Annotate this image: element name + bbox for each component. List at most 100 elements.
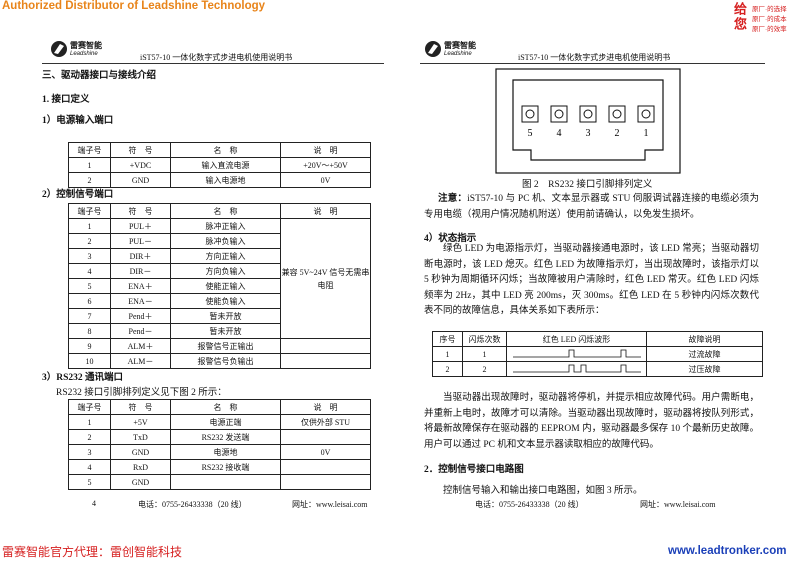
table-cell: RS232 发送端 — [170, 429, 281, 445]
table-cell — [280, 459, 371, 475]
logo-cn: 雷赛智能 — [70, 41, 102, 50]
blink-waveform — [512, 364, 641, 373]
footer-phone: 电话：0755-26433338（20 线） — [138, 500, 247, 509]
table-cell: ALM－ — [110, 353, 171, 369]
footer-web: 网址：www.leisai.com — [640, 500, 716, 509]
table-cell: 2 — [432, 361, 463, 377]
slogan-line: 原厂·的效率 — [752, 26, 787, 33]
table-cell — [280, 338, 371, 354]
table-cell: 1 — [68, 414, 111, 430]
subsection-title: 4）状态指示 — [424, 234, 477, 244]
table-cell: 报警信号正输出 — [170, 338, 281, 354]
page-number: 4 — [92, 499, 96, 508]
table-header-row: 序号 闪烁次数 红色 LED 闪烁波形 故障说明 — [432, 331, 763, 347]
table-cell: 10 — [68, 353, 111, 369]
logo-icon — [425, 41, 441, 57]
table-cell: GND — [110, 444, 171, 460]
table-cell: GND — [110, 474, 171, 490]
table-cell: 3 — [68, 444, 111, 460]
table-cell: 报警信号负输出 — [170, 353, 281, 369]
site-link[interactable]: www.leadtronker.com — [668, 545, 787, 557]
pin — [554, 109, 564, 119]
pin — [583, 109, 593, 119]
body-text: 绿色 LED 为电源指示灯，当驱动器接通电源时，该 LED 常亮；当驱动器切断电… — [424, 244, 759, 317]
slogan-line: 原厂·的成本 — [752, 16, 787, 23]
table-row: 3 DIR＋ 方向正输入 — [68, 248, 371, 264]
table-cell: 电源正端 — [170, 414, 281, 430]
table-cell: 5 — [68, 474, 111, 490]
table: 端子号符 号名 称说 明 1 PUL＋ 脉冲正输入 兼容 5V~24V 信号无需串电阻 2… — [68, 203, 371, 369]
body-text: 控制信号输入和输出接口电路图，如图 3 所示。 — [443, 486, 643, 496]
table-cell: 暂未开放 — [170, 323, 281, 339]
table-header-cell: 符 号 — [110, 142, 171, 158]
table-cell: 暂未开放 — [170, 308, 281, 324]
pin-label: 5 — [528, 128, 533, 139]
footer-phone: 电话：0755-26433338（20 线） — [475, 500, 584, 509]
table-cell: 过流故障 — [646, 346, 763, 362]
table-cell: 5 — [68, 278, 111, 294]
table-cell: 过压故障 — [646, 361, 763, 377]
body-text: RS232 接口引脚排列定义见下图 2 所示： — [56, 388, 227, 398]
table-header-cell: 序号 — [432, 331, 463, 347]
agent-text: 雷赛智能官方代理：雷创智能科技 — [2, 545, 183, 559]
table-cell: 2 — [68, 172, 111, 188]
table-cell: +5V — [110, 414, 171, 430]
table-header-cell: 端子号 — [68, 203, 111, 219]
subsection-title: 1. 接口定义 — [42, 95, 90, 105]
table-row: 1 1 过流故障 — [432, 346, 763, 362]
table-cell: 兼容 5V~24V 信号无需串电阻 — [280, 218, 371, 339]
table-cell: +VDC — [110, 157, 171, 173]
table: 序号 闪烁次数 红色 LED 闪烁波形 故障说明 1 1 过流故障 2 2 过压故障 — [432, 331, 763, 377]
pin — [641, 109, 651, 119]
table-header-cell: 说 明 — [280, 142, 371, 158]
table-cell: Pend－ — [110, 323, 171, 339]
table-header-cell: 端子号 — [68, 142, 111, 158]
table-row: 3 GND 电源地 0V — [68, 444, 371, 460]
table-row: 2 TxD RS232 发送端 — [68, 429, 371, 445]
pin — [525, 109, 535, 119]
note: 注意：iST57-10 与 PC 机、文本显示器或 STU 伺服调试器连接的电缆… — [424, 192, 759, 223]
table-cell: TxD — [110, 429, 171, 445]
pin-socket — [550, 105, 568, 123]
table-row: 1 +5V 电源正端 仅供外部 STU — [68, 414, 371, 430]
page-header: iST57-10 一体化数字式步进电机使用说明书 — [140, 53, 293, 62]
table-cell: 1 — [432, 346, 463, 362]
figure-caption: 图 2 RS232 接口引脚排列定义 — [522, 180, 653, 190]
table-cell: DIR－ — [110, 263, 171, 279]
header-rule — [42, 63, 384, 64]
page-header: iST57-10 一体化数字式步进电机使用说明书 — [518, 53, 671, 62]
blink-waveform — [512, 349, 641, 358]
table-cell: 0V — [280, 444, 371, 460]
table-cell: 6 — [68, 293, 111, 309]
table-cell: 4 — [68, 459, 111, 475]
slogan-line: 原厂·的选择 — [752, 6, 787, 13]
table-cell — [280, 474, 371, 490]
table-row: 4 RxD RS232 接收端 — [68, 459, 371, 475]
table-cell — [506, 346, 647, 362]
table-header-cell: 故障说明 — [646, 331, 763, 347]
table-row: 9 ALM＋ 报警信号正输出 — [68, 338, 371, 354]
distributor-banner: Authorized Distributor of Leadshine Tech… — [2, 0, 266, 12]
table-cell: 0V — [280, 172, 371, 188]
note-label: 注意： — [438, 194, 468, 204]
table-cell: 输入电源地 — [170, 172, 281, 188]
table-cell — [280, 353, 371, 369]
table-cell: GND — [110, 172, 171, 188]
table-row: 10 ALM－ 报警信号负输出 — [68, 353, 371, 369]
pin-label: 4 — [557, 128, 562, 139]
table-header-cell: 名 称 — [170, 142, 281, 158]
table-cell: 输入直流电源 — [170, 157, 281, 173]
connector-diagram: 5 4 3 2 1 — [495, 68, 681, 174]
table-header-cell: 端子号 — [68, 399, 111, 415]
table-header-cell: 说 明 — [280, 203, 371, 219]
table-header-cell: 红色 LED 闪烁波形 — [506, 331, 647, 347]
table-cell: 1 — [68, 218, 111, 234]
table-cell: 方向负输入 — [170, 263, 281, 279]
table-cell — [170, 474, 281, 490]
table-cell: RS232 接收端 — [170, 459, 281, 475]
table-header-row: 端子号符 号名 称说 明 — [68, 203, 371, 219]
slogan-mark: 给您 — [732, 2, 747, 32]
table-cell: DIR＋ — [110, 248, 171, 264]
table-cell: Pend＋ — [110, 308, 171, 324]
